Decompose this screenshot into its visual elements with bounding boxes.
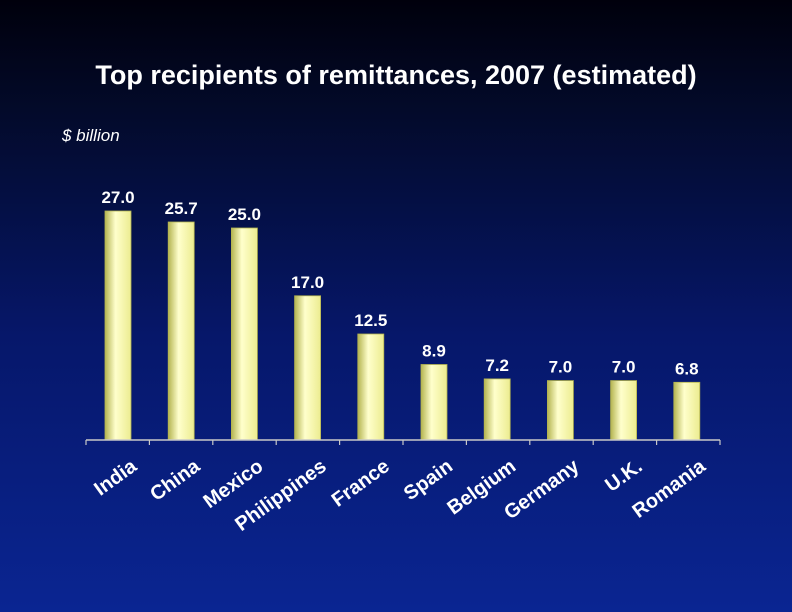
bar-china <box>167 221 195 441</box>
category-label: China <box>146 455 205 506</box>
value-label: 8.9 <box>422 342 446 361</box>
category-label: U.K. <box>601 455 646 496</box>
bar-belgium <box>483 378 511 441</box>
chart-title: Top recipients of remittances, 2007 (est… <box>95 60 697 90</box>
category-label: France <box>328 455 394 511</box>
bar-spain <box>420 364 448 441</box>
bar-india <box>104 210 132 441</box>
value-label: 25.7 <box>165 199 198 218</box>
bars-layer <box>104 210 701 441</box>
value-label: 27.0 <box>101 188 134 207</box>
value-label: 12.5 <box>354 311 387 330</box>
category-label: Romania <box>628 455 710 523</box>
category-label: India <box>90 455 141 501</box>
y-axis-unit-label: $ billion <box>62 126 120 145</box>
bar-germany <box>547 380 574 441</box>
value-label: 25.0 <box>228 205 261 224</box>
value-label: 7.0 <box>612 358 636 377</box>
bar-mexico <box>230 227 258 441</box>
value-label: 6.8 <box>675 359 699 378</box>
bar-france <box>357 333 385 441</box>
value-labels: 27.0 25.7 25.0 17.0 12.5 8.9 7.2 7.0 7.0 6.8 <box>101 188 698 378</box>
x-axis <box>85 439 721 445</box>
bar-philippines <box>294 295 322 441</box>
value-label: 7.0 <box>549 358 573 377</box>
value-label: 7.2 <box>485 356 509 375</box>
bar-u-k <box>610 380 637 441</box>
bar-romania <box>673 381 701 441</box>
value-label: 17.0 <box>291 273 324 292</box>
